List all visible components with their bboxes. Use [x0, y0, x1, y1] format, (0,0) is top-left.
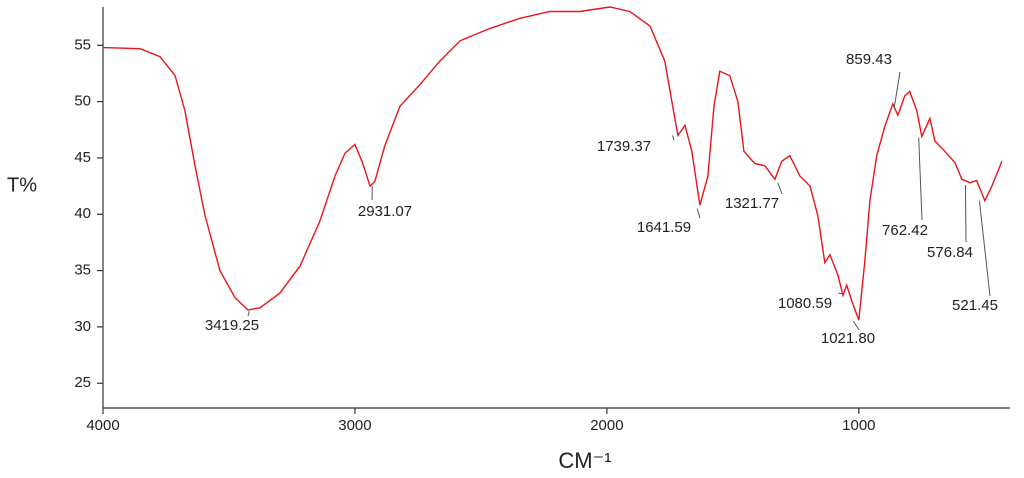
peak-leader	[893, 71, 901, 108]
peak-label: 3419.25	[205, 317, 259, 334]
peak-leader	[838, 292, 844, 295]
spectrum-line	[102, 6, 1003, 321]
peak-label: 1321.77	[725, 195, 779, 212]
peak-leader	[978, 200, 991, 297]
y-tick-label: 35	[74, 262, 91, 279]
peak-leader	[672, 135, 675, 141]
x-axis-label: CM⁻¹	[558, 448, 611, 473]
peak-label: 521.45	[952, 297, 998, 314]
y-tick-label: 40	[74, 205, 91, 222]
y-tick-label: 50	[74, 93, 91, 110]
peak-leader	[852, 320, 860, 331]
peak-label: 1739.37	[597, 138, 651, 155]
x-tick-label: 2000	[590, 417, 623, 434]
peak-leader	[964, 184, 967, 243]
peak-leader	[777, 182, 783, 195]
peak-label: 1080.59	[778, 295, 832, 312]
x-tick-label: 1000	[842, 417, 875, 434]
y-tick-label: 55	[74, 36, 91, 53]
peak-leader	[696, 208, 701, 219]
peak-label: 1021.80	[821, 330, 875, 347]
y-tick-label: 30	[74, 318, 91, 335]
peak-label: 576.84	[927, 244, 973, 261]
peak-label: 1641.59	[637, 219, 691, 236]
peak-leader	[247, 310, 250, 317]
peak-label: 859.43	[846, 51, 892, 68]
peak-label: 762.42	[882, 222, 928, 239]
x-tick-label: 3000	[338, 417, 371, 434]
y-axis-label: T%	[7, 174, 37, 196]
peak-label: 2931.07	[358, 203, 412, 220]
y-tick-label: 45	[74, 149, 91, 166]
peak-leader	[918, 137, 923, 221]
x-tick-label: 4000	[86, 417, 119, 434]
y-tick-label: 25	[74, 374, 91, 391]
